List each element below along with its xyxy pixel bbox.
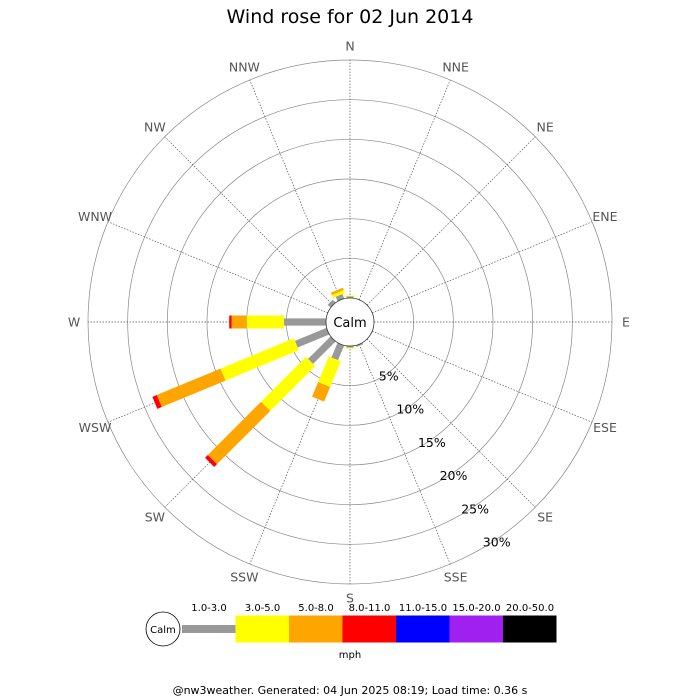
direction-label-wnw: WNW: [78, 209, 112, 224]
spoke-nw: [164, 136, 334, 306]
legend-label-1: 3.0-5.0: [245, 603, 280, 614]
legend-calm-label: Calm: [150, 625, 176, 636]
bar-segment-ssw-2: [312, 381, 331, 402]
legend-label-2: 5.0-8.0: [298, 603, 333, 614]
direction-label-wsw: WSW: [79, 420, 112, 435]
bar-segment-wsw-3: [152, 395, 162, 409]
polar-grid: N NNE NE ENE E ESE SE SSE S SSW SW WSW W WNW NW NNW: [68, 39, 630, 606]
spoke-sse: [358, 344, 451, 565]
direction-label-ssw: SSW: [230, 569, 258, 584]
bar-segment-wsw-1: [220, 338, 299, 381]
bar-segment-nnw-0: [335, 294, 345, 302]
legend-swatch-4: [396, 615, 450, 643]
bar-segment-wsw-0: [294, 327, 330, 348]
speed-legend: Calm 1.0-3.0 3.0-5.0 5.0-8.0 8.0-11.0 11.0-15…: [145, 603, 557, 661]
legend-label-4: 11.0-15.0: [399, 603, 447, 614]
bar-segment-wsw-2: [156, 368, 226, 408]
direction-label-ese: ESE: [593, 420, 617, 435]
spoke-ene: [372, 221, 593, 314]
bar-segment-sw-3: [205, 454, 218, 467]
grid-ring-15: [206, 178, 494, 466]
calm-circle: [325, 297, 375, 347]
radial-tick-label-20: 20%: [440, 468, 468, 483]
calm-center: Calm: [325, 297, 375, 347]
direction-label-nnw: NNW: [229, 60, 260, 75]
bar-segment-nnw-2: [330, 287, 344, 295]
radial-tick-label-30: 30%: [483, 535, 511, 550]
radial-tick-label-10: 10%: [396, 402, 424, 417]
radial-tick-label-5: 5%: [379, 368, 399, 383]
bar-segment-sw-2: [207, 401, 271, 465]
direction-label-sse: SSE: [444, 569, 468, 584]
legend-swatch-0: [182, 625, 236, 633]
legend-swatch-2: [289, 615, 343, 643]
spoke-ese: [372, 330, 593, 423]
direction-label-se: SE: [537, 510, 553, 525]
spoke-ne: [366, 136, 536, 306]
direction-label-nw: NW: [144, 119, 166, 134]
direction-label-nne: NNE: [442, 60, 469, 75]
legend-label-3: 8.0-11.0: [349, 603, 391, 614]
bar-segment-ssw-1: [318, 356, 341, 387]
radial-tick-label-25: 25%: [461, 501, 489, 516]
direction-label-w: W: [68, 315, 80, 330]
chart-title: Wind rose for 02 Jun 2014: [227, 6, 474, 28]
direction-label-s: S: [346, 591, 354, 606]
radial-tick-labels: 5% 10% 15% 20% 25% 30%: [379, 368, 511, 549]
bar-segment-ssw-0: [331, 342, 345, 361]
bar-segment-nnw-1: [331, 290, 345, 298]
bar-segment-sw-0: [308, 336, 336, 364]
legend-label-0: 1.0-3.0: [191, 603, 226, 614]
spoke-nnw: [249, 79, 342, 300]
legend-swatch-3: [342, 615, 396, 643]
direction-label-ene: ENE: [592, 209, 617, 224]
direction-label-sw: SW: [145, 510, 165, 525]
grid-ring-20: [166, 138, 534, 506]
bar-segment-nw-0: [327, 299, 336, 308]
direction-label-ne: NE: [537, 119, 554, 134]
legend-label-5: 15.0-20.0: [452, 603, 500, 614]
calm-label: Calm: [333, 316, 366, 331]
legend-swatch-6: [503, 615, 557, 643]
direction-bars: [152, 287, 364, 467]
direction-label-e: E: [622, 315, 630, 330]
spoke-se: [366, 338, 536, 508]
legend-label-6: 20.0-50.0: [506, 603, 554, 614]
spoke-wnw: [107, 221, 328, 314]
bar-segment-sw-1: [261, 356, 316, 411]
legend-swatch-5: [449, 615, 503, 643]
legend-unit: mph: [339, 650, 361, 661]
legend-swatch-1: [235, 615, 289, 643]
direction-label-n: N: [345, 39, 354, 54]
spoke-nne: [358, 79, 451, 300]
radial-tick-label-15: 15%: [418, 435, 446, 450]
footer-text: @nw3weather. Generated: 04 Jun 2025 08:1…: [173, 684, 528, 697]
legend-calm-circle: [145, 611, 181, 647]
